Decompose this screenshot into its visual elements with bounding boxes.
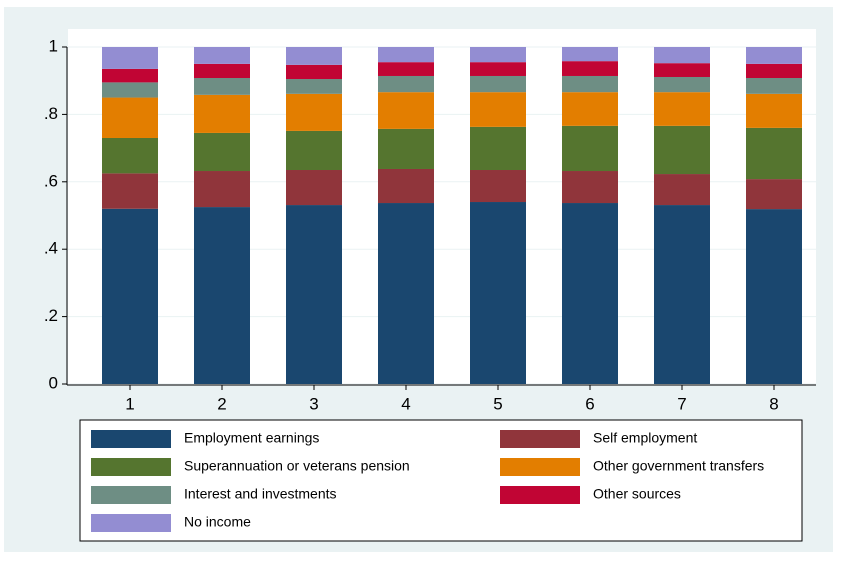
bar-segment bbox=[470, 92, 526, 127]
bar-segment bbox=[746, 47, 802, 64]
legend-swatch bbox=[500, 458, 580, 476]
bar-segment bbox=[378, 62, 434, 76]
y-tick-label: .8 bbox=[44, 104, 58, 123]
legend-label: Interest and investments bbox=[184, 486, 337, 502]
legend-label: Other government transfers bbox=[593, 458, 764, 474]
legend-swatch bbox=[500, 486, 580, 504]
legend-swatch bbox=[91, 514, 171, 532]
bar-segment bbox=[562, 75, 618, 93]
bar-segment bbox=[562, 92, 618, 126]
y-tick-label: .6 bbox=[44, 171, 58, 190]
x-tick-label: 1 bbox=[125, 394, 134, 413]
bar-segment bbox=[194, 207, 250, 384]
legend-label: No income bbox=[184, 514, 251, 530]
y-tick-label: .4 bbox=[44, 239, 58, 258]
bar-segment bbox=[562, 171, 618, 204]
bar-segment bbox=[470, 170, 526, 203]
bar-segment bbox=[286, 79, 342, 94]
legend-label: Self employment bbox=[593, 430, 697, 446]
bar-segment bbox=[194, 78, 250, 95]
bar-segment bbox=[746, 127, 802, 180]
bar-segment bbox=[562, 203, 618, 384]
bar-segment bbox=[746, 179, 802, 210]
legend-swatch bbox=[500, 430, 580, 448]
bar-segment bbox=[102, 68, 158, 83]
bar-segment bbox=[654, 92, 710, 126]
bar-segment bbox=[194, 171, 250, 208]
bar-segment bbox=[286, 170, 342, 206]
bar-segment bbox=[102, 97, 158, 138]
y-tick-label: 1 bbox=[49, 36, 58, 55]
bar-segment bbox=[102, 208, 158, 384]
y-tick-label: .2 bbox=[44, 306, 58, 325]
x-tick-label: 8 bbox=[769, 394, 778, 413]
bar-segment bbox=[654, 63, 710, 77]
bar-segment bbox=[378, 75, 434, 93]
x-tick-label: 7 bbox=[677, 394, 686, 413]
bar-segment bbox=[470, 202, 526, 384]
bar-segment bbox=[194, 132, 250, 172]
bar-segment bbox=[286, 130, 342, 171]
y-tick-label: 0 bbox=[49, 373, 58, 392]
x-tick-label: 5 bbox=[493, 394, 502, 413]
bar-segment bbox=[470, 47, 526, 63]
bar-segment bbox=[286, 93, 342, 131]
legend-swatch bbox=[91, 430, 171, 448]
bar-segment bbox=[654, 76, 710, 93]
legend bbox=[79, 419, 803, 542]
legend-swatch bbox=[91, 458, 171, 476]
bar-segment bbox=[746, 63, 802, 79]
x-tick-label: 6 bbox=[585, 394, 594, 413]
bar-segment bbox=[378, 47, 434, 63]
bar-segment bbox=[102, 47, 158, 69]
bar-segment bbox=[194, 47, 250, 64]
bar-segment bbox=[654, 205, 710, 384]
bar-segment bbox=[378, 168, 434, 204]
bar-segment bbox=[102, 137, 158, 174]
legend-label: Employment earnings bbox=[184, 430, 319, 446]
legend-swatch bbox=[91, 486, 171, 504]
bar-segment bbox=[286, 205, 342, 384]
bar-segment bbox=[378, 128, 434, 169]
bar-segment bbox=[654, 174, 710, 206]
bar-segment bbox=[654, 47, 710, 64]
x-tick-label: 3 bbox=[309, 394, 318, 413]
bar-segment bbox=[562, 61, 618, 76]
bar-segment bbox=[378, 203, 434, 384]
bar-segment bbox=[746, 78, 802, 94]
bar-segment bbox=[194, 94, 250, 133]
bar-segment bbox=[562, 47, 618, 62]
bar-segment bbox=[102, 82, 158, 98]
bar-segment bbox=[746, 93, 802, 128]
bar-segment bbox=[470, 75, 526, 93]
bar-segment bbox=[286, 64, 342, 80]
bar-segment bbox=[562, 125, 618, 172]
legend-label: Superannuation or veterans pension bbox=[184, 458, 410, 474]
x-tick-label: 2 bbox=[217, 394, 226, 413]
bar-segment bbox=[746, 209, 802, 384]
legend-label: Other sources bbox=[593, 486, 681, 502]
bar-segment bbox=[470, 126, 526, 171]
bar-segment bbox=[654, 125, 710, 175]
bar-segment bbox=[194, 63, 250, 79]
bar-segment bbox=[378, 92, 434, 129]
bar-segment bbox=[470, 62, 526, 76]
bar-segment bbox=[102, 173, 158, 209]
x-tick-label: 4 bbox=[401, 394, 410, 413]
bar-segment bbox=[286, 47, 342, 65]
